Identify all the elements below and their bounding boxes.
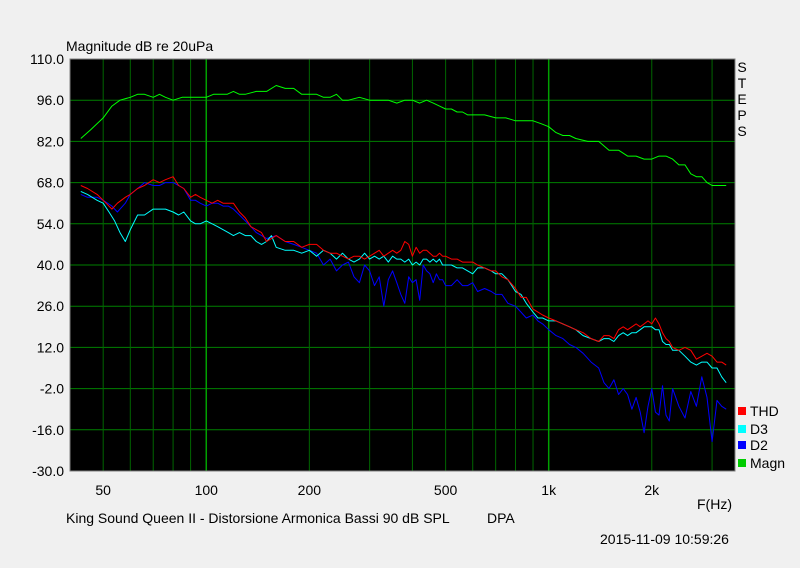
y-tick-label: 26.0 xyxy=(37,298,64,314)
legend-label: Magn xyxy=(750,455,786,471)
legend-swatch xyxy=(738,441,746,449)
x-tick-label: 1k xyxy=(541,482,557,498)
y-tick-label: 82.0 xyxy=(37,133,64,149)
legend-swatch xyxy=(738,459,746,467)
plot-border xyxy=(69,58,736,472)
legend-item-magn[interactable]: Magn xyxy=(738,455,785,471)
steps-letter: S xyxy=(737,59,747,75)
timestamp: 2015-11-09 10:59:26 xyxy=(600,531,729,547)
x-tick-label: 2k xyxy=(644,482,660,498)
y-tick-label: -16.0 xyxy=(32,422,64,438)
x-tick-label: 200 xyxy=(298,482,322,498)
y-tick-label: 96.0 xyxy=(37,92,64,108)
legend-item-d2[interactable]: D2 xyxy=(738,437,768,453)
series-line-magn xyxy=(80,85,727,186)
series-layer xyxy=(80,85,727,443)
steps-letter: E xyxy=(737,91,747,107)
x-tick-label: 50 xyxy=(95,482,111,498)
legend-item-d3[interactable]: D3 xyxy=(738,421,768,437)
x-axis-label: F(Hz) xyxy=(697,496,732,512)
y-tick-label: 12.0 xyxy=(37,339,64,355)
legend-label: D2 xyxy=(750,437,768,453)
legend-swatch xyxy=(738,407,746,415)
series-line-thd xyxy=(80,176,727,366)
legend-swatch xyxy=(738,425,746,433)
series-line-d3 xyxy=(80,190,727,384)
legend-item-thd[interactable]: THD xyxy=(738,403,779,419)
legend-label: THD xyxy=(750,403,779,419)
y-tick-label: -30.0 xyxy=(32,463,64,479)
chart-title: King Sound Queen II - Distorsione Armoni… xyxy=(66,510,450,526)
x-tick-label: 100 xyxy=(195,482,219,498)
x-tick-labels: 50 100 200 500 1k 2k xyxy=(95,482,660,498)
y-tick-label: 110.0 xyxy=(30,51,64,67)
y-tick-label: 54.0 xyxy=(37,216,64,232)
steps-letter: S xyxy=(737,123,747,139)
x-tick-label: 500 xyxy=(434,482,458,498)
y-axis-label: Magnitude dB re 20uPa xyxy=(66,38,214,54)
steps-label: S T E P S xyxy=(735,59,749,139)
y-tick-label: 40.0 xyxy=(37,257,64,273)
y-tick-labels: 110.0 96.0 82.0 68.0 54.0 40.0 26.0 12.0 -2.0 -16… xyxy=(30,51,64,479)
chart-tag: DPA xyxy=(487,510,515,526)
legend-label: D3 xyxy=(750,421,768,437)
series-line-d2 xyxy=(80,182,727,443)
y-tick-label: 68.0 xyxy=(37,175,64,191)
steps-letter: P xyxy=(737,107,747,123)
y-tick-label: -2.0 xyxy=(40,381,64,397)
steps-letter: T xyxy=(737,75,747,91)
